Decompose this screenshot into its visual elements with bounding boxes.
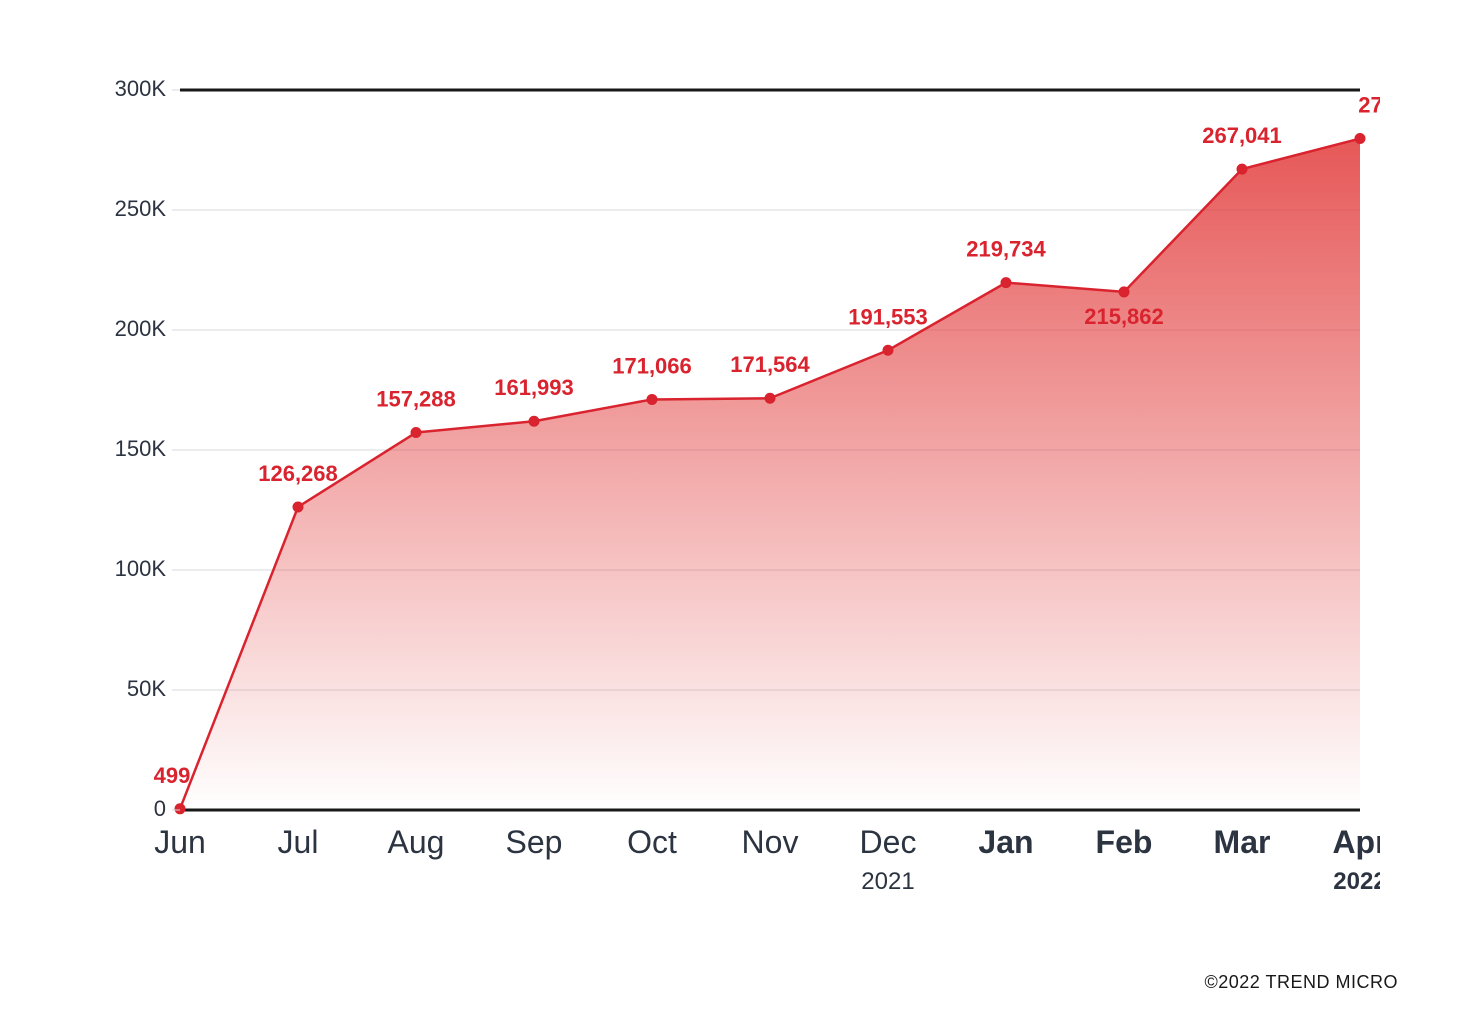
x-tick-label: Nov	[742, 824, 799, 860]
data-label: 191,553	[848, 304, 928, 329]
x-tick-label: Jun	[154, 824, 206, 860]
year-label: 2022	[1333, 868, 1380, 895]
x-tick-label: Apr	[1332, 824, 1380, 860]
y-tick-label: 150K	[115, 436, 167, 461]
y-tick-label: 100K	[115, 556, 167, 581]
data-label: 171,564	[730, 352, 810, 377]
data-label: 267,041	[1202, 123, 1282, 148]
y-tick-label: 200K	[115, 316, 167, 341]
x-tick-label: Oct	[627, 824, 677, 860]
y-tick-label: 0	[154, 796, 166, 821]
data-point	[529, 416, 539, 426]
data-point	[765, 393, 775, 403]
data-point	[411, 428, 421, 438]
x-tick-label: Jul	[278, 824, 319, 860]
data-point	[1237, 164, 1247, 174]
copyright-text: ©2022 TREND MICRO	[1205, 972, 1398, 993]
y-tick-label: 50K	[127, 676, 166, 701]
x-tick-label: Aug	[388, 824, 445, 860]
data-point	[1355, 134, 1365, 144]
data-label: 161,993	[494, 375, 574, 400]
area-fill	[180, 139, 1360, 810]
x-tick-label: Jan	[978, 824, 1033, 860]
data-label: 219,734	[966, 237, 1046, 262]
x-tick-label: Dec	[860, 824, 917, 860]
data-label: 279,774	[1358, 93, 1380, 118]
data-label: 215,862	[1084, 304, 1164, 329]
y-tick-label: 300K	[115, 76, 167, 101]
data-point	[647, 394, 657, 404]
data-label: 157,288	[376, 387, 456, 412]
x-tick-label: Sep	[506, 824, 563, 860]
x-tick-label: Feb	[1096, 824, 1153, 860]
area-chart: 0 50K 100K 150K 200K 250K 300K Jun Jul Aug Sep Oct N…	[80, 60, 1380, 960]
year-label: 2021	[861, 868, 914, 895]
data-point	[175, 804, 185, 814]
data-label: 126,268	[258, 461, 338, 486]
data-point	[1001, 278, 1011, 288]
data-point	[293, 502, 303, 512]
y-tick-label: 250K	[115, 196, 167, 221]
data-label: 171,066	[612, 353, 692, 378]
data-point	[1119, 287, 1129, 297]
data-label: 499	[154, 763, 191, 788]
data-point	[883, 345, 893, 355]
chart-container: 0 50K 100K 150K 200K 250K 300K Jun Jul Aug Sep Oct N…	[80, 60, 1380, 960]
x-tick-label: Mar	[1214, 824, 1271, 860]
